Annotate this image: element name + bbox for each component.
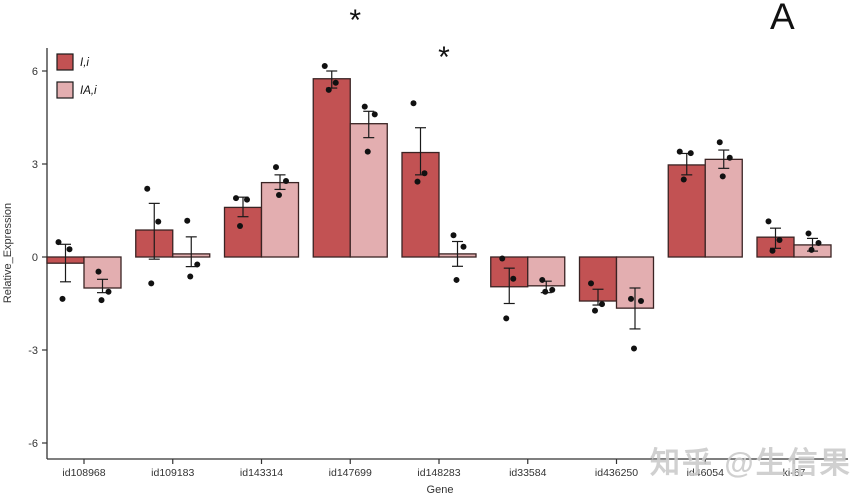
data-point: [184, 217, 191, 224]
significance-star: *: [349, 4, 361, 37]
data-point: [59, 295, 66, 302]
data-point: [321, 63, 328, 70]
data-point: [332, 79, 339, 86]
data-point: [539, 276, 546, 283]
data-point: [676, 148, 683, 155]
data-point: [144, 185, 151, 192]
x-tick-label: ki-67: [783, 467, 806, 479]
significance-star: *: [438, 41, 450, 74]
data-point: [726, 154, 733, 161]
data-point: [631, 345, 637, 352]
bar-I,i-id147699: [312, 78, 351, 258]
legend-swatch-dark: [56, 53, 74, 71]
data-point: [237, 223, 243, 229]
data-point: [244, 196, 250, 203]
legend-label: I,i: [80, 57, 89, 69]
data-point: [638, 298, 644, 305]
data-point: [325, 86, 332, 93]
data-point: [273, 164, 279, 171]
x-tick-label: id33584: [509, 467, 547, 479]
bar-I,i-id46054: [667, 164, 706, 258]
data-point: [371, 111, 378, 118]
legend-swatch-light: [56, 81, 74, 99]
x-tick-label: id108968: [62, 467, 105, 479]
y-tick-label: 6: [32, 66, 38, 78]
data-point: [776, 236, 783, 243]
data-point: [599, 301, 605, 308]
data-point: [276, 192, 282, 198]
data-point: [808, 246, 815, 253]
data-point: [815, 240, 822, 247]
watermark-text: 知乎 @生信果: [650, 447, 850, 480]
legend-label: IA,i: [80, 85, 97, 97]
data-point: [549, 286, 556, 293]
bar-IA,i-id147699: [349, 123, 388, 258]
data-point: [592, 307, 598, 314]
x-tick-label: id147699: [329, 467, 372, 479]
x-tick-label: id46054: [687, 467, 725, 479]
data-point: [95, 268, 102, 275]
data-point: [542, 288, 549, 295]
data-point: [503, 315, 510, 322]
x-axis-title: Gene: [427, 484, 454, 496]
data-point: [453, 276, 460, 283]
x-tick-label: id143314: [240, 467, 283, 479]
data-point: [105, 288, 112, 295]
data-point: [364, 148, 371, 155]
data-point: [194, 261, 201, 268]
data-point: [450, 232, 457, 239]
data-point: [588, 280, 594, 287]
y-tick-label: -6: [28, 438, 38, 450]
x-tick-label: id148283: [417, 467, 460, 479]
y-axis-title: Relative_Expression: [2, 203, 14, 303]
data-point: [187, 273, 194, 280]
x-tick-label: id436250: [595, 467, 638, 479]
data-point: [148, 280, 155, 287]
data-point: [283, 178, 289, 185]
data-point: [719, 173, 726, 180]
data-point: [628, 295, 634, 302]
y-tick-label: 0: [32, 252, 38, 264]
data-point: [66, 246, 73, 253]
data-point: [233, 195, 239, 202]
data-point: [499, 255, 506, 262]
data-point: [414, 178, 421, 185]
data-point: [98, 297, 105, 304]
data-point: [410, 100, 417, 107]
y-tick-label: 3: [32, 159, 38, 171]
data-point: [687, 150, 694, 157]
data-point: [680, 176, 687, 183]
data-point: [805, 230, 812, 237]
data-point: [155, 218, 162, 225]
data-point: [765, 218, 772, 225]
data-point: [361, 103, 368, 110]
data-point: [769, 247, 776, 254]
data-point: [55, 239, 62, 246]
data-point: [421, 170, 428, 177]
x-tick-label: id109183: [151, 467, 194, 479]
data-point: [716, 139, 723, 146]
data-point: [460, 243, 467, 250]
data-point: [510, 275, 517, 282]
y-tick-label: -3: [28, 345, 38, 357]
panel-letter: A: [770, 0, 795, 37]
